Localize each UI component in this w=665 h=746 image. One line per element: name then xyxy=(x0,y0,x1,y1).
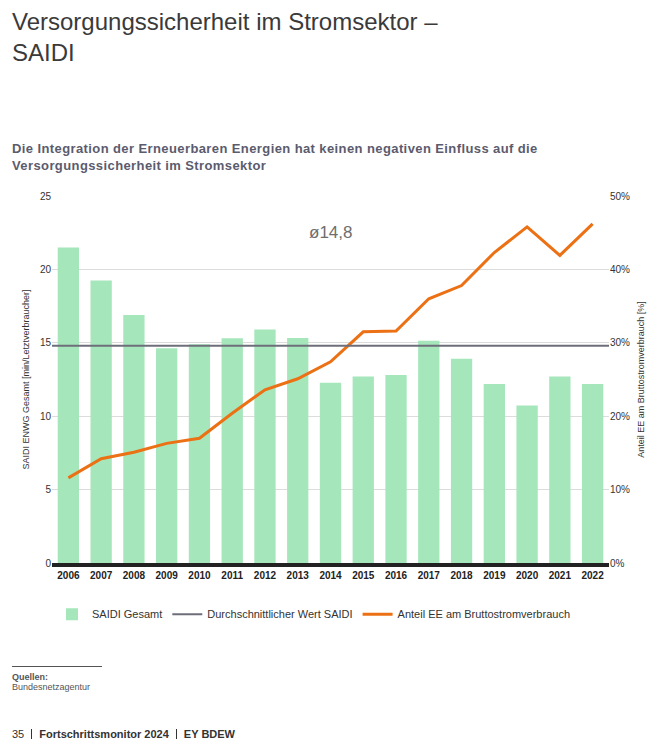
svg-text:20: 20 xyxy=(40,264,52,275)
svg-text:0: 0 xyxy=(45,558,51,569)
svg-text:2008: 2008 xyxy=(123,570,146,581)
svg-text:2022: 2022 xyxy=(581,570,604,581)
svg-text:2011: 2011 xyxy=(221,570,243,581)
html-text:Versorgungssicherheit im Strom: Versorgungssicherheit im Stromsektor – S… xyxy=(12,8,438,66)
html-text:Fortschrittsmonitor 2024: Fortschrittsmonitor 2024 xyxy=(39,728,169,740)
svg-text:2009: 2009 xyxy=(156,570,179,581)
svg-text:SAIDI ENWG Gesamt [min/Letztve: SAIDI ENWG Gesamt [min/Letztverbraucher] xyxy=(21,289,31,469)
svg-text:2020: 2020 xyxy=(516,570,539,581)
svg-text:2013: 2013 xyxy=(287,570,310,581)
svg-text:Durchschnittlicher Wert SAIDI: Durchschnittlicher Wert SAIDI xyxy=(207,608,352,620)
svg-text:2010: 2010 xyxy=(188,570,211,581)
html-text:Quellen:: Quellen: xyxy=(12,672,48,682)
svg-text:10: 10 xyxy=(40,411,52,422)
svg-text:2007: 2007 xyxy=(90,570,113,581)
html-text:35: 35 xyxy=(12,728,25,740)
svg-text:15: 15 xyxy=(40,337,52,348)
svg-text:40%: 40% xyxy=(610,264,630,275)
html-text:Die Integration der Erneuerbar: Die Integration der Erneuerbaren Energie… xyxy=(12,141,538,173)
svg-text:2006: 2006 xyxy=(57,570,80,581)
svg-text:2014: 2014 xyxy=(319,570,342,581)
svg-text:25: 25 xyxy=(40,191,52,202)
svg-text:Anteil EE am Bruttostromverbra: Anteil EE am Bruttostromverbrauch xyxy=(398,608,570,620)
svg-text:20%: 20% xyxy=(610,411,630,422)
svg-text:5: 5 xyxy=(45,484,51,495)
svg-text:50%: 50% xyxy=(610,191,630,202)
svg-text:2016: 2016 xyxy=(385,570,408,581)
svg-text:Anteil EE am Bruttostromverbra: Anteil EE am Bruttostromverbrauch [%] xyxy=(636,301,646,458)
svg-text:2021: 2021 xyxy=(549,570,572,581)
html-text:EY BDEW: EY BDEW xyxy=(183,728,235,740)
html-text:Bundesnetzagentur: Bundesnetzagentur xyxy=(12,682,91,692)
svg-text:2017: 2017 xyxy=(418,570,441,581)
svg-text:SAIDI Gesamt: SAIDI Gesamt xyxy=(92,608,162,620)
svg-text:ø14,8: ø14,8 xyxy=(309,223,352,242)
svg-text:0%: 0% xyxy=(610,558,625,569)
svg-text:2018: 2018 xyxy=(450,570,473,581)
svg-text:2012: 2012 xyxy=(254,570,277,581)
svg-text:10%: 10% xyxy=(610,484,630,495)
svg-text:2019: 2019 xyxy=(483,570,506,581)
svg-text:2015: 2015 xyxy=(352,570,375,581)
svg-text:30%: 30% xyxy=(610,337,630,348)
